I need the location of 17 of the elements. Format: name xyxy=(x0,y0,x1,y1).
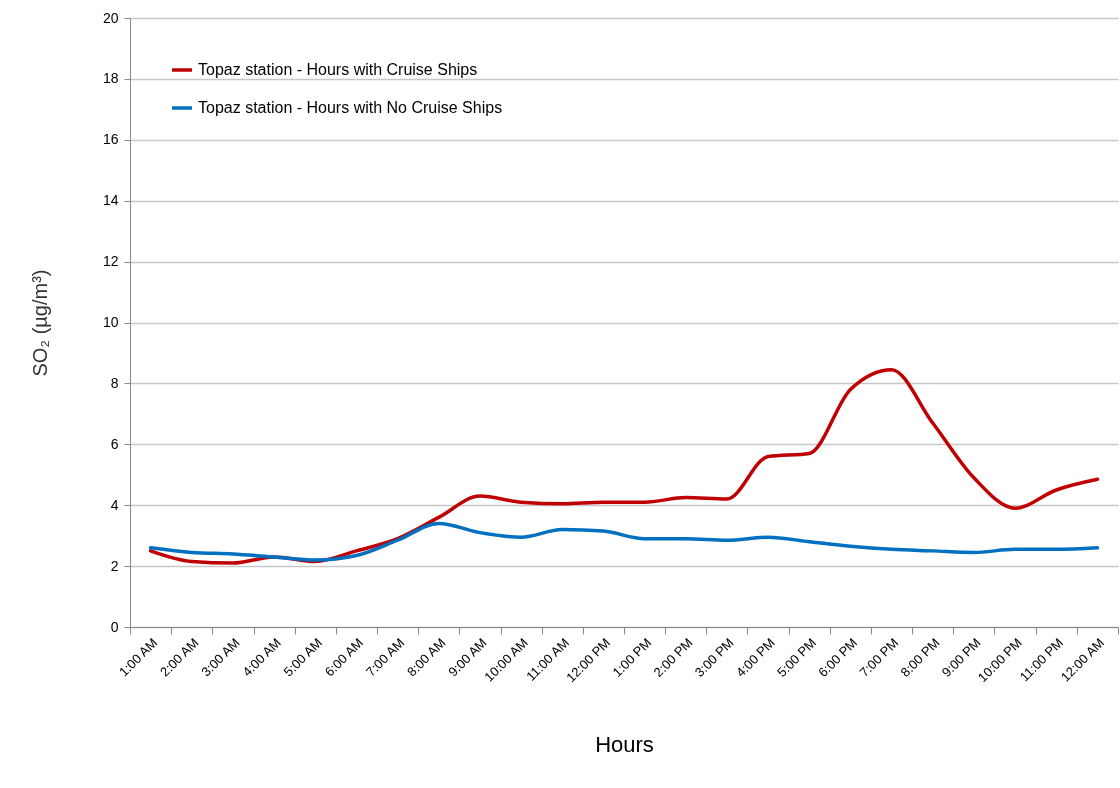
y-tick-label: 2 xyxy=(110,557,119,574)
y-tick-label: 6 xyxy=(110,435,119,452)
legend-label: Topaz station - Hours with No Cruise Ships xyxy=(198,99,503,116)
y-tick-label: 8 xyxy=(110,374,119,391)
legend-label: Topaz station - Hours with Cruise Ships xyxy=(198,61,478,78)
y-tick-label: 10 xyxy=(102,314,119,330)
x-axis-title: Hours xyxy=(595,732,654,758)
line-series xyxy=(148,521,1100,562)
y-tick-label: 14 xyxy=(102,192,119,209)
y-tick-label: 18 xyxy=(102,70,119,87)
y-tick-label: 12 xyxy=(102,253,119,270)
y-axis-title: SO₂ (µg/m³) xyxy=(28,269,51,377)
x-tick-label: 5:00 PM xyxy=(774,635,819,680)
y-tick-label: 0 xyxy=(110,618,119,635)
y-tick-label: 4 xyxy=(110,496,119,513)
y-tick-label: 16 xyxy=(102,131,119,148)
y-tick-label: 20 xyxy=(102,9,119,26)
